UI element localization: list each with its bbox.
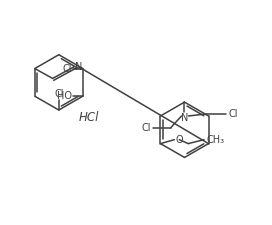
Text: O: O: [175, 135, 183, 145]
Text: Cl: Cl: [54, 89, 64, 99]
Text: CH₃: CH₃: [206, 135, 224, 145]
Text: Cl: Cl: [62, 63, 72, 74]
Text: Cl: Cl: [228, 109, 237, 119]
Text: HO: HO: [57, 91, 72, 101]
Text: Cl: Cl: [141, 123, 151, 133]
Text: N: N: [181, 113, 188, 123]
Text: HCl: HCl: [78, 111, 99, 124]
Text: N: N: [75, 62, 83, 72]
